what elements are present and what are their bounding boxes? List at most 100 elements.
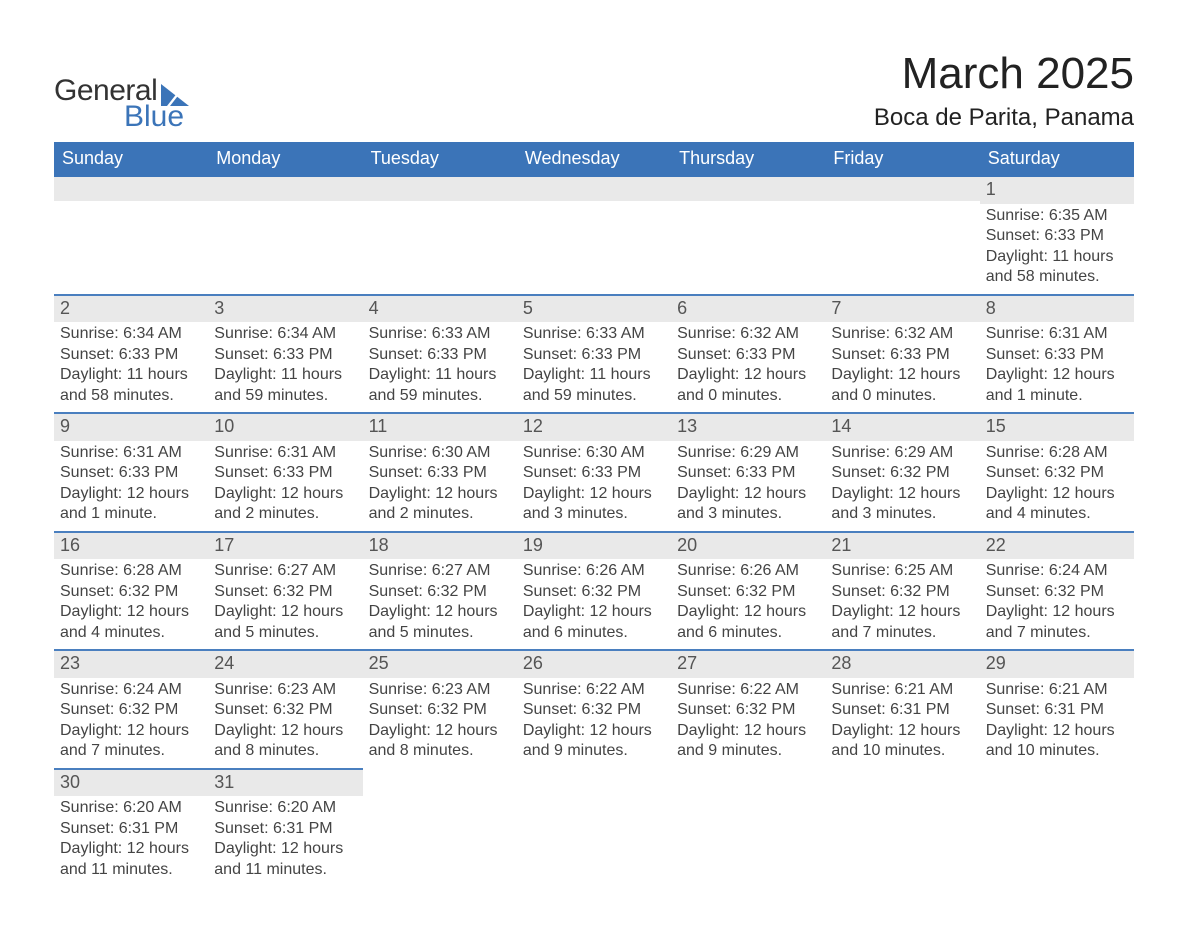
- sunset-text: Sunset: 6:32 PM: [214, 700, 356, 720]
- sunrise-text: Sunrise: 6:23 AM: [214, 680, 356, 700]
- calendar-week-row: 30Sunrise: 6:20 AMSunset: 6:31 PMDayligh…: [54, 769, 1134, 886]
- calendar-cell: 14Sunrise: 6:29 AMSunset: 6:32 PMDayligh…: [825, 413, 979, 531]
- day-details: [980, 793, 1134, 871]
- calendar-cell: [517, 769, 671, 886]
- calendar-cell: 12Sunrise: 6:30 AMSunset: 6:33 PMDayligh…: [517, 413, 671, 531]
- day-details: Sunrise: 6:31 AMSunset: 6:33 PMDaylight:…: [208, 441, 362, 531]
- daylight-text: Daylight: 12 hours and 9 minutes.: [523, 721, 665, 762]
- sunset-text: Sunset: 6:31 PM: [986, 700, 1128, 720]
- sunrise-text: Sunrise: 6:30 AM: [523, 443, 665, 463]
- calendar-cell: 1Sunrise: 6:35 AMSunset: 6:33 PMDaylight…: [980, 177, 1134, 294]
- calendar-cell: 20Sunrise: 6:26 AMSunset: 6:32 PMDayligh…: [671, 532, 825, 650]
- sunset-text: Sunset: 6:33 PM: [369, 463, 511, 483]
- calendar-table: Sunday Monday Tuesday Wednesday Thursday…: [54, 142, 1134, 886]
- calendar-cell: [825, 177, 979, 294]
- calendar-cell: 30Sunrise: 6:20 AMSunset: 6:31 PMDayligh…: [54, 769, 208, 886]
- calendar-cell: [825, 769, 979, 886]
- calendar-cell: 28Sunrise: 6:21 AMSunset: 6:31 PMDayligh…: [825, 650, 979, 768]
- sunrise-text: Sunrise: 6:26 AM: [523, 561, 665, 581]
- day-number: 12: [517, 414, 671, 441]
- calendar-cell: 5Sunrise: 6:33 AMSunset: 6:33 PMDaylight…: [517, 295, 671, 413]
- daylight-text: Daylight: 11 hours and 59 minutes.: [523, 365, 665, 406]
- day-number: 14: [825, 414, 979, 441]
- day-number: 15: [980, 414, 1134, 441]
- sunset-text: Sunset: 6:32 PM: [677, 582, 819, 602]
- sunrise-text: Sunrise: 6:34 AM: [60, 324, 202, 344]
- sunset-text: Sunset: 6:32 PM: [523, 700, 665, 720]
- calendar-cell: 31Sunrise: 6:20 AMSunset: 6:31 PMDayligh…: [208, 769, 362, 886]
- day-number: 3: [208, 296, 362, 323]
- calendar-week-row: 23Sunrise: 6:24 AMSunset: 6:32 PMDayligh…: [54, 650, 1134, 768]
- day-number: 13: [671, 414, 825, 441]
- day-details: Sunrise: 6:27 AMSunset: 6:32 PMDaylight:…: [363, 559, 517, 649]
- sunrise-text: Sunrise: 6:34 AM: [214, 324, 356, 344]
- weekday-header: Monday: [208, 142, 362, 177]
- day-details: Sunrise: 6:32 AMSunset: 6:33 PMDaylight:…: [825, 322, 979, 412]
- day-number: 26: [517, 651, 671, 678]
- day-details: Sunrise: 6:33 AMSunset: 6:33 PMDaylight:…: [517, 322, 671, 412]
- weekday-header: Tuesday: [363, 142, 517, 177]
- sunrise-text: Sunrise: 6:21 AM: [986, 680, 1128, 700]
- day-details: Sunrise: 6:25 AMSunset: 6:32 PMDaylight:…: [825, 559, 979, 649]
- sunrise-text: Sunrise: 6:33 AM: [523, 324, 665, 344]
- sunset-text: Sunset: 6:33 PM: [214, 345, 356, 365]
- sunrise-text: Sunrise: 6:29 AM: [677, 443, 819, 463]
- day-number: [517, 177, 671, 201]
- sunset-text: Sunset: 6:33 PM: [369, 345, 511, 365]
- calendar-week-row: 16Sunrise: 6:28 AMSunset: 6:32 PMDayligh…: [54, 532, 1134, 650]
- day-details: Sunrise: 6:23 AMSunset: 6:32 PMDaylight:…: [363, 678, 517, 768]
- calendar-cell: [671, 769, 825, 886]
- calendar-cell: 16Sunrise: 6:28 AMSunset: 6:32 PMDayligh…: [54, 532, 208, 650]
- day-details: Sunrise: 6:28 AMSunset: 6:32 PMDaylight:…: [980, 441, 1134, 531]
- sunrise-text: Sunrise: 6:22 AM: [677, 680, 819, 700]
- daylight-text: Daylight: 11 hours and 59 minutes.: [214, 365, 356, 406]
- sunrise-text: Sunrise: 6:24 AM: [986, 561, 1128, 581]
- day-details: Sunrise: 6:20 AMSunset: 6:31 PMDaylight:…: [208, 796, 362, 886]
- weekday-header: Wednesday: [517, 142, 671, 177]
- day-number: 19: [517, 533, 671, 560]
- sunset-text: Sunset: 6:31 PM: [60, 819, 202, 839]
- daylight-text: Daylight: 11 hours and 59 minutes.: [369, 365, 511, 406]
- calendar-cell: 7Sunrise: 6:32 AMSunset: 6:33 PMDaylight…: [825, 295, 979, 413]
- day-details: Sunrise: 6:29 AMSunset: 6:33 PMDaylight:…: [671, 441, 825, 531]
- day-details: Sunrise: 6:28 AMSunset: 6:32 PMDaylight:…: [54, 559, 208, 649]
- weekday-header: Saturday: [980, 142, 1134, 177]
- day-number: [363, 177, 517, 201]
- daylight-text: Daylight: 12 hours and 3 minutes.: [831, 484, 973, 525]
- day-number: 25: [363, 651, 517, 678]
- daylight-text: Daylight: 12 hours and 6 minutes.: [677, 602, 819, 643]
- sunset-text: Sunset: 6:32 PM: [986, 582, 1128, 602]
- calendar-cell: 17Sunrise: 6:27 AMSunset: 6:32 PMDayligh…: [208, 532, 362, 650]
- day-number: 11: [363, 414, 517, 441]
- sunset-text: Sunset: 6:33 PM: [986, 345, 1128, 365]
- sunrise-text: Sunrise: 6:26 AM: [677, 561, 819, 581]
- sunrise-text: Sunrise: 6:32 AM: [677, 324, 819, 344]
- sunrise-text: Sunrise: 6:29 AM: [831, 443, 973, 463]
- day-number: 21: [825, 533, 979, 560]
- sunset-text: Sunset: 6:33 PM: [986, 226, 1128, 246]
- sunset-text: Sunset: 6:32 PM: [369, 582, 511, 602]
- calendar-cell: [363, 769, 517, 886]
- calendar-header-row: Sunday Monday Tuesday Wednesday Thursday…: [54, 142, 1134, 177]
- calendar-cell: 13Sunrise: 6:29 AMSunset: 6:33 PMDayligh…: [671, 413, 825, 531]
- sunrise-text: Sunrise: 6:25 AM: [831, 561, 973, 581]
- day-details: Sunrise: 6:21 AMSunset: 6:31 PMDaylight:…: [980, 678, 1134, 768]
- daylight-text: Daylight: 12 hours and 7 minutes.: [986, 602, 1128, 643]
- day-details: [363, 793, 517, 871]
- daylight-text: Daylight: 12 hours and 11 minutes.: [60, 839, 202, 880]
- daylight-text: Daylight: 11 hours and 58 minutes.: [60, 365, 202, 406]
- day-details: Sunrise: 6:31 AMSunset: 6:33 PMDaylight:…: [54, 441, 208, 531]
- sunrise-text: Sunrise: 6:22 AM: [523, 680, 665, 700]
- weekday-header: Friday: [825, 142, 979, 177]
- calendar-cell: 22Sunrise: 6:24 AMSunset: 6:32 PMDayligh…: [980, 532, 1134, 650]
- calendar-body: 1Sunrise: 6:35 AMSunset: 6:33 PMDaylight…: [54, 177, 1134, 886]
- sunset-text: Sunset: 6:32 PM: [677, 700, 819, 720]
- day-details: [517, 201, 671, 279]
- day-details: [208, 201, 362, 279]
- day-number: 8: [980, 296, 1134, 323]
- sunset-text: Sunset: 6:32 PM: [214, 582, 356, 602]
- calendar-cell: 10Sunrise: 6:31 AMSunset: 6:33 PMDayligh…: [208, 413, 362, 531]
- day-number: 23: [54, 651, 208, 678]
- day-number: 28: [825, 651, 979, 678]
- sunrise-text: Sunrise: 6:21 AM: [831, 680, 973, 700]
